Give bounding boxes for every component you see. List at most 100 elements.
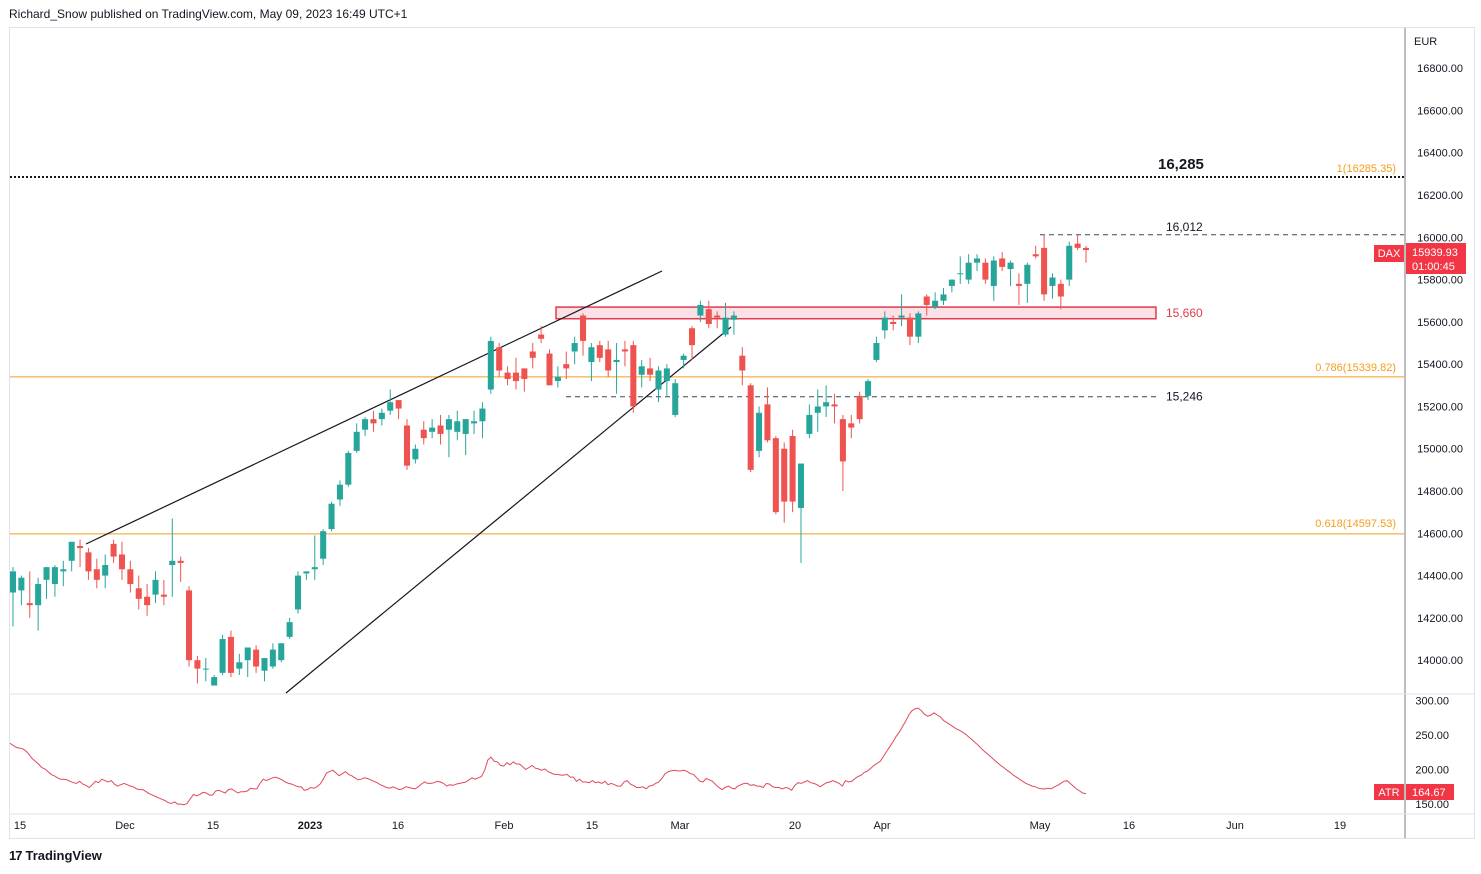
candle-body bbox=[160, 594, 167, 597]
candle-body bbox=[429, 427, 436, 432]
candle bbox=[479, 402, 486, 439]
candle-body bbox=[663, 368, 670, 382]
candle bbox=[797, 463, 805, 563]
candle bbox=[521, 368, 528, 392]
time-tick-label: 2023 bbox=[298, 820, 322, 832]
candle bbox=[764, 387, 771, 443]
candle bbox=[102, 554, 109, 589]
time-tick-label: May bbox=[1030, 820, 1051, 832]
candle bbox=[144, 584, 151, 616]
candle-body bbox=[437, 425, 444, 434]
candle bbox=[194, 655, 201, 684]
atr-badge-bg bbox=[1374, 784, 1404, 800]
candle bbox=[865, 378, 872, 401]
price-tick-label: 15400.00 bbox=[1417, 359, 1463, 371]
candle-body bbox=[395, 400, 402, 409]
candle-body bbox=[127, 569, 134, 585]
bar-countdown: 01:00:45 bbox=[1412, 261, 1455, 273]
fib-1-label: 1(16285.35) bbox=[1337, 163, 1396, 175]
candle-body bbox=[227, 636, 234, 673]
candle-body bbox=[278, 643, 285, 661]
atr-line bbox=[9, 707, 1087, 806]
candle bbox=[370, 410, 377, 432]
candle bbox=[294, 571, 302, 614]
atr-tick-label: 150.00 bbox=[1415, 799, 1449, 811]
time-tick-label: 15 bbox=[14, 820, 26, 832]
price-tick-label: 14000.00 bbox=[1417, 655, 1463, 667]
candle-body bbox=[688, 328, 696, 346]
candle-body bbox=[51, 567, 58, 585]
candle-body bbox=[1015, 283, 1022, 286]
candle bbox=[420, 421, 427, 445]
time-tick-label: Jun bbox=[1226, 820, 1244, 832]
candle bbox=[487, 336, 494, 394]
candle-body bbox=[269, 649, 276, 667]
level-16012-label: 16,012 bbox=[1166, 220, 1203, 234]
candle bbox=[496, 343, 503, 377]
candle bbox=[563, 351, 570, 379]
candle-body bbox=[1049, 277, 1056, 286]
candle-body bbox=[831, 404, 838, 407]
support-zone-rect[interactable] bbox=[555, 306, 1157, 320]
candle-body bbox=[261, 658, 268, 671]
candle-body bbox=[1041, 247, 1048, 295]
candle-body bbox=[144, 596, 151, 606]
candle bbox=[9, 567, 17, 627]
candle bbox=[1082, 245, 1090, 263]
candle-body bbox=[890, 321, 897, 324]
candle-body bbox=[420, 429, 427, 439]
time-tick-label: 15 bbox=[586, 820, 598, 832]
candle-body bbox=[253, 649, 260, 667]
candle bbox=[554, 366, 561, 388]
candle bbox=[605, 340, 612, 377]
wedge-upper-trendline[interactable] bbox=[85, 270, 663, 545]
candle-body bbox=[35, 584, 42, 606]
candle bbox=[236, 653, 243, 675]
candle bbox=[60, 560, 67, 587]
candle bbox=[278, 643, 285, 663]
candle-body bbox=[982, 262, 989, 280]
candle-body bbox=[999, 258, 1006, 267]
candle-body bbox=[898, 315, 905, 318]
atr-value: 164.67 bbox=[1412, 787, 1446, 799]
candle-body bbox=[512, 372, 519, 382]
candle-body bbox=[487, 340, 494, 390]
candle bbox=[445, 414, 452, 458]
candle bbox=[596, 340, 603, 363]
candle-body bbox=[328, 503, 335, 530]
candle bbox=[538, 326, 545, 344]
candle-body bbox=[739, 355, 746, 371]
tradingview-logo[interactable]: 17 TradingView bbox=[9, 848, 102, 863]
candle bbox=[655, 366, 662, 403]
candle-body bbox=[563, 364, 570, 369]
candle-body bbox=[923, 296, 930, 305]
candle bbox=[135, 575, 142, 610]
candle-body bbox=[546, 353, 553, 386]
candle bbox=[127, 560, 134, 593]
candle-body bbox=[873, 343, 880, 360]
price-tick-label: 15000.00 bbox=[1417, 444, 1463, 456]
wedge-lower-trendline[interactable] bbox=[285, 326, 732, 694]
candle bbox=[688, 326, 696, 360]
candle-body bbox=[772, 438, 779, 513]
candle-body bbox=[714, 315, 721, 318]
candle bbox=[647, 357, 654, 382]
candle bbox=[915, 311, 922, 344]
candle bbox=[940, 288, 947, 305]
candle bbox=[336, 480, 343, 506]
candle bbox=[529, 343, 536, 369]
candle-body bbox=[135, 588, 142, 599]
candle-body bbox=[462, 419, 469, 434]
candle bbox=[999, 252, 1006, 272]
atr-tick-label: 300.00 bbox=[1415, 695, 1449, 707]
candle-body bbox=[521, 368, 528, 379]
candle bbox=[1049, 273, 1056, 299]
candle-body bbox=[906, 317, 913, 337]
candle bbox=[1057, 279, 1064, 310]
candle bbox=[219, 634, 226, 675]
candle-body bbox=[1082, 247, 1090, 250]
candle-body bbox=[848, 423, 855, 428]
candle-body bbox=[26, 603, 33, 606]
candle-body bbox=[647, 368, 654, 375]
